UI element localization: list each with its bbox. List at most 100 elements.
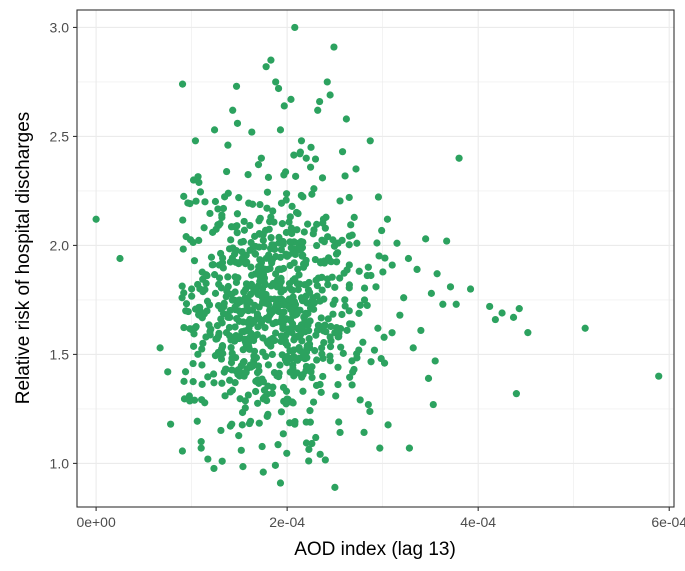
scatter-point bbox=[238, 421, 246, 429]
scatter-point bbox=[256, 200, 264, 209]
scatter-point bbox=[190, 324, 199, 332]
scatter-point bbox=[305, 327, 313, 335]
scatter-point bbox=[244, 391, 252, 399]
scatter-point bbox=[208, 261, 216, 269]
scatter-point bbox=[193, 417, 201, 425]
x-axis-title: AOD index (lag 13) bbox=[294, 539, 456, 560]
scatter-point bbox=[261, 281, 270, 289]
scatter-point bbox=[330, 43, 338, 51]
scatter-point bbox=[214, 221, 222, 229]
scatter-point bbox=[237, 446, 245, 454]
scatter-point bbox=[329, 310, 337, 318]
scatter-point bbox=[178, 282, 186, 290]
scatter-point bbox=[334, 380, 342, 389]
scatter-point bbox=[228, 296, 236, 304]
scatter-point bbox=[228, 349, 236, 357]
scatter-point bbox=[190, 396, 199, 404]
scatter-point bbox=[334, 239, 342, 247]
scatter-point bbox=[269, 207, 277, 215]
scatter-point bbox=[298, 252, 306, 260]
scatter-point bbox=[231, 323, 239, 331]
scatter-point bbox=[296, 246, 304, 254]
scatter-point bbox=[262, 290, 270, 299]
scatter-point bbox=[239, 463, 247, 471]
scatter-point bbox=[443, 237, 451, 245]
scatter-point bbox=[249, 318, 258, 326]
scatter-point bbox=[246, 290, 255, 299]
scatter-point bbox=[240, 335, 249, 343]
scatter-point bbox=[189, 238, 197, 247]
scatter-point bbox=[331, 483, 339, 491]
scatter-point bbox=[116, 254, 124, 263]
scatter-point bbox=[299, 193, 307, 201]
scatter-point bbox=[276, 479, 285, 487]
scatter-point bbox=[288, 229, 296, 238]
scatter-point bbox=[240, 288, 248, 296]
scatter-point bbox=[321, 456, 329, 464]
scatter-point bbox=[270, 369, 279, 377]
scatter-point bbox=[283, 449, 291, 457]
scatter-point bbox=[188, 292, 196, 300]
scatter-point bbox=[235, 366, 243, 375]
scatter-point bbox=[316, 97, 324, 106]
scatter-point bbox=[178, 80, 187, 88]
scatter-point bbox=[259, 334, 267, 342]
panel-border bbox=[76, 9, 675, 508]
scatter-point bbox=[346, 373, 354, 381]
scatter-point bbox=[228, 290, 236, 298]
scatter-point bbox=[422, 235, 430, 243]
scatter-point bbox=[226, 258, 235, 266]
scatter-point bbox=[366, 137, 374, 145]
scatter-point bbox=[237, 238, 245, 246]
scatter-point bbox=[304, 220, 312, 228]
scatter-point bbox=[393, 239, 401, 247]
scatter-point bbox=[311, 255, 319, 264]
scatter-point bbox=[262, 299, 270, 307]
scatter-point bbox=[311, 347, 319, 355]
scatter-point bbox=[380, 359, 389, 367]
scatter-point bbox=[277, 265, 285, 274]
scatter-point bbox=[319, 372, 327, 381]
scatter-point bbox=[498, 309, 506, 317]
scatter-point bbox=[265, 251, 273, 259]
scatter-point bbox=[302, 281, 310, 289]
scatter-point bbox=[227, 223, 236, 231]
scatter-point bbox=[294, 209, 302, 218]
scatter-point bbox=[194, 350, 202, 358]
scatter-point bbox=[306, 407, 314, 415]
scatter-point bbox=[417, 326, 425, 335]
scatter-point bbox=[189, 359, 197, 368]
scatter-point bbox=[306, 163, 315, 171]
scatter-point bbox=[188, 285, 196, 293]
scatter-point bbox=[299, 387, 307, 395]
scatter-point bbox=[281, 168, 290, 176]
scatter-point bbox=[218, 211, 226, 219]
scatter-point bbox=[338, 148, 347, 156]
scatter-point bbox=[254, 267, 263, 276]
scatter-point bbox=[256, 290, 265, 298]
scatter-point bbox=[276, 301, 284, 309]
scatter-point bbox=[310, 299, 319, 307]
scatter-point bbox=[524, 329, 532, 337]
scatter-point bbox=[296, 148, 304, 156]
scatter-point bbox=[581, 324, 589, 332]
scatter-point bbox=[227, 236, 235, 244]
scatter-point bbox=[273, 276, 282, 284]
scatter-point bbox=[264, 361, 272, 369]
scatter-point bbox=[272, 252, 280, 261]
scatter-point bbox=[199, 339, 207, 347]
scatter-point bbox=[207, 325, 215, 333]
scatter-point bbox=[348, 357, 356, 365]
scatter-point bbox=[280, 102, 288, 110]
scatter-point bbox=[244, 170, 252, 179]
scatter-point bbox=[287, 95, 295, 103]
scatter-point bbox=[277, 246, 285, 254]
scatter-point bbox=[376, 444, 384, 452]
scatter-point bbox=[264, 339, 272, 348]
scatter-point bbox=[341, 172, 349, 180]
y-tick-label: 3.0 bbox=[50, 19, 70, 35]
scatter-point bbox=[345, 193, 353, 202]
scatter-point bbox=[227, 359, 236, 367]
scatter-point bbox=[200, 224, 208, 232]
scatter-point bbox=[226, 313, 234, 321]
